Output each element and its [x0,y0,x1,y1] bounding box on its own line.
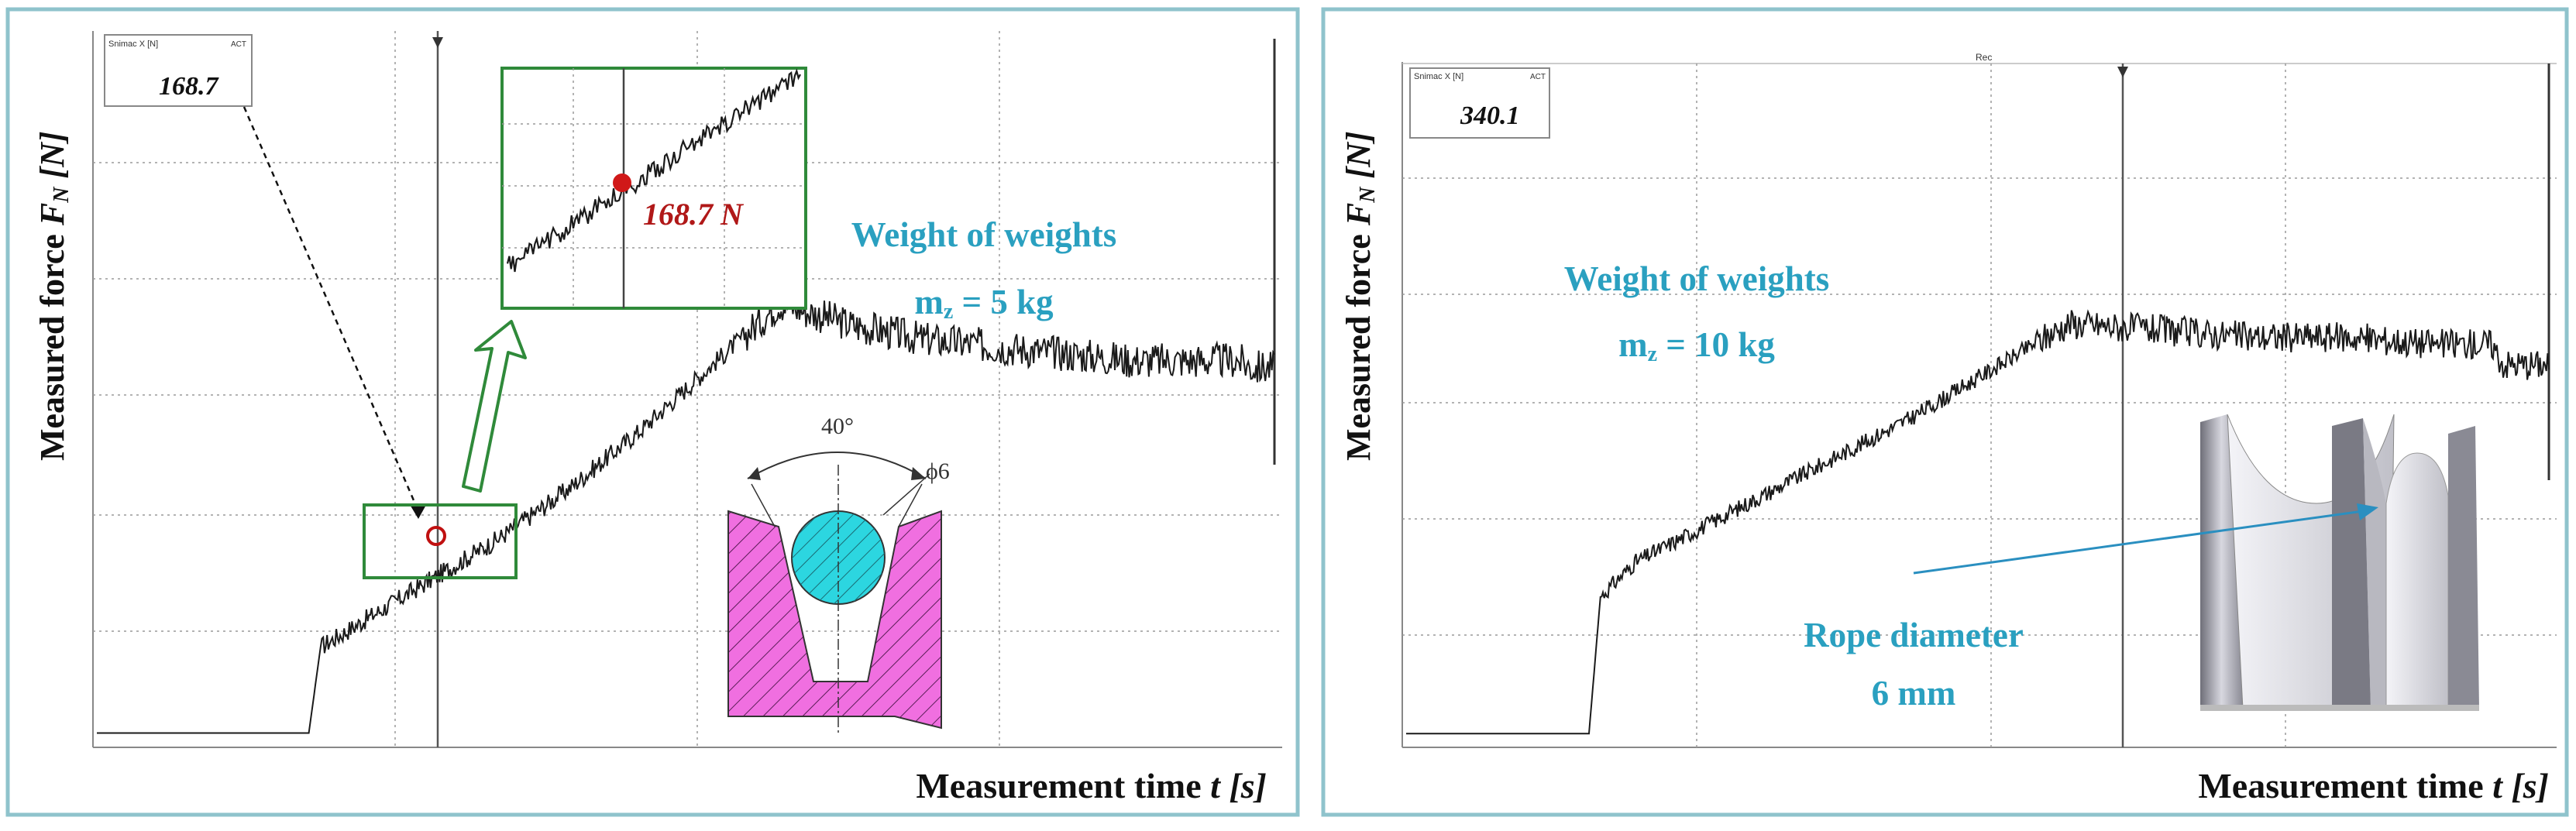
cursor-marker-icon[interactable] [432,37,443,48]
leader-arrow-icon [409,503,426,519]
readout-value: 340.1 [1460,101,1520,130]
zoom-inset: 168.7 N [500,67,807,310]
phi-label: ϕ6 [926,458,950,484]
weight-mass-left: mz = 5 kg [914,283,1054,324]
rope-label-2: 6 mm [1872,674,1956,713]
readout-value: 168.7 [159,72,220,101]
zoom-marker-point [613,173,631,192]
readout-tag: ACT [231,40,246,49]
rope-label-1: Rope diameter [1804,616,2024,654]
y-axis-label-right: Measured force FN [N] [1340,131,1380,461]
rope-pointer-arrow-icon [2357,503,2378,520]
cursor-marker-icon[interactable] [2117,67,2128,77]
x-axis-label-right: Measurement time t [s] [2198,766,2549,805]
zoom-arrow-icon [462,320,527,493]
highlight-box [363,503,518,579]
cursor-readout-left: Snimac X [N] ACT 168.7 [104,34,253,107]
readout-tag: ACT [1530,73,1546,81]
zoom-value-label: 168.7 N [643,197,745,232]
rope-pointer [1913,510,2364,575]
angle-label: 40° [821,414,854,439]
groove-diagram: 40° ϕ6 [727,414,950,736]
force-trace-right [1406,309,2550,735]
weight-mass-right: mz = 10 kg [1618,325,1775,366]
weight-label-right: Weight of weights [1564,259,1830,298]
cursor-readout-right: Snimac X [N] ACT 340.1 [1409,67,1550,139]
x-axis-label-left: Measurement time t [s] [916,766,1267,805]
zoom-trace [506,68,801,273]
plot-area-left [92,31,1282,748]
marker-point [426,526,446,546]
top-tag: Rec [1976,52,1992,63]
readout-header: Snimac X [N] [1414,72,1463,81]
y-axis-label-left: Measured force FN [N] [33,131,74,461]
sheave-image [2200,414,2479,711]
panel-left: Snimac X [N] ACT 168.7 168.7 N [33,31,1282,805]
weight-label-left: Weight of weights [851,215,1117,254]
force-trace-left [97,294,1275,734]
panel-right: Rec Snimac X [N] ACT 340.1 [1340,52,2557,805]
readout-header: Snimac X [N] [108,39,158,49]
readout-leader [242,106,420,512]
